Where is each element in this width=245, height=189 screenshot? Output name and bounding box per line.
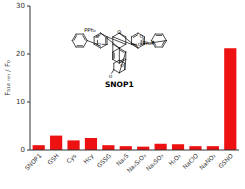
y-tick: [27, 54, 30, 55]
structure-bond: [76, 34, 83, 35]
structure-bond: [112, 44, 113, 59]
x-tick-label: Na₂SO₃: [144, 152, 165, 173]
bar: [155, 144, 167, 150]
structure-bond: [102, 44, 107, 45]
structure-bond: [112, 70, 114, 74]
annotation: O: [138, 42, 142, 47]
bar: [207, 146, 219, 150]
x-tick-label: GSH: [46, 152, 60, 166]
y-axis-label: F₅₁₈ ₙₘ / F₀: [4, 60, 12, 96]
y-axis: [30, 6, 31, 150]
bar: [85, 138, 97, 150]
y-tick-label: 10: [16, 98, 25, 106]
structure-bond: [74, 36, 77, 41]
x-tick-label: GSSG: [95, 152, 112, 169]
structure-bond: [113, 63, 114, 69]
y-tick: [27, 150, 30, 151]
structure-bond: [119, 52, 125, 73]
annotation: O: [139, 34, 143, 39]
bar: [224, 48, 236, 150]
structure-bond: [113, 48, 119, 52]
structure-bond: [155, 34, 162, 35]
bar: [189, 146, 201, 150]
annotation: Ph₂P: [143, 40, 155, 46]
structure-bond: [124, 59, 126, 69]
structure-bond: [119, 44, 125, 48]
x-tick-label: Na₂S: [115, 152, 130, 167]
y-tick: [27, 102, 30, 103]
bar: [67, 140, 79, 150]
x-tick-label: Cys: [65, 152, 78, 165]
structure-bond: [114, 53, 115, 58]
chart: 0102030SNOP1GSHCysHcyGSSGNa₂SNa₂S₂O₃Na₂S…: [0, 0, 245, 189]
structure-bond: [83, 41, 87, 47]
x-tick-label: NaClO: [181, 152, 199, 170]
bar: [120, 146, 132, 150]
x-tick-label: NaNO₂: [198, 151, 217, 170]
y-tick-label: 30: [16, 2, 25, 10]
structure-bond: [162, 41, 165, 46]
annotation: O: [120, 63, 124, 68]
structure-bond: [119, 33, 138, 48]
structure-bond: [133, 35, 138, 38]
structure-bond: [163, 41, 167, 47]
structure-bond: [113, 59, 119, 63]
bar: [137, 147, 149, 150]
bar: [33, 145, 45, 150]
annotation: O: [117, 29, 121, 35]
structure-bond: [155, 47, 162, 48]
structure: [72, 33, 166, 73]
structure-bond: [83, 36, 86, 41]
x-axis: [30, 150, 239, 151]
structure-bond: [72, 34, 76, 40]
structure-bond: [163, 34, 167, 40]
y-tick: [27, 6, 30, 7]
structure-bond: [83, 34, 87, 40]
x-tick-label: SNOP1: [23, 152, 43, 172]
x-tick-label: Na₂S₂O₃: [125, 152, 147, 174]
structure-bond: [114, 70, 120, 73]
structure-bond: [132, 33, 138, 37]
structure-bond: [114, 60, 120, 63]
y-tick-label: 20: [16, 50, 25, 58]
structure-bond: [87, 41, 97, 45]
x-tick-label: GSNO: [217, 152, 235, 170]
bar: [172, 144, 184, 150]
x-tick-label: H₂O₂: [167, 151, 182, 166]
structure-bond: [72, 41, 76, 47]
bars: [33, 48, 237, 150]
structure-bond: [119, 48, 120, 63]
structure-bond: [101, 44, 107, 48]
structure-bond: [132, 44, 137, 45]
annotation: PPh₂: [84, 27, 96, 33]
bar: [102, 145, 114, 150]
structure-bond: [77, 45, 82, 46]
annotation: O: [96, 34, 100, 39]
annotation: O: [97, 42, 101, 47]
x-tick-label: Hcy: [82, 152, 96, 166]
structure-bond: [156, 35, 161, 36]
y-tick-label: 0: [21, 146, 25, 154]
structure-bond: [119, 48, 125, 52]
bar: [50, 136, 62, 150]
structure-bond: [105, 38, 106, 43]
structure-bond: [120, 50, 125, 53]
annotation: O: [109, 74, 113, 79]
annotation: SNOP1: [105, 80, 134, 89]
structure-bond: [76, 47, 83, 48]
